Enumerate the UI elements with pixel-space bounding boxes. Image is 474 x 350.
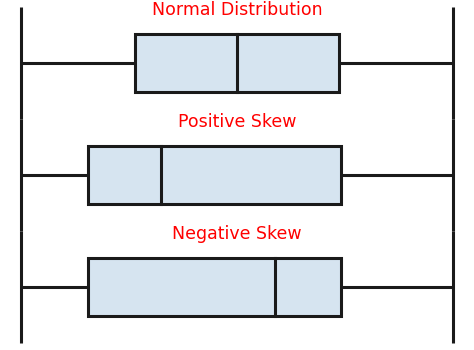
Text: Normal Distribution: Normal Distribution — [152, 1, 322, 19]
Text: Positive Skew: Positive Skew — [178, 113, 296, 131]
Bar — [88, 146, 341, 204]
Bar — [135, 34, 339, 92]
Text: Negative Skew: Negative Skew — [172, 225, 302, 244]
Bar — [88, 258, 341, 316]
